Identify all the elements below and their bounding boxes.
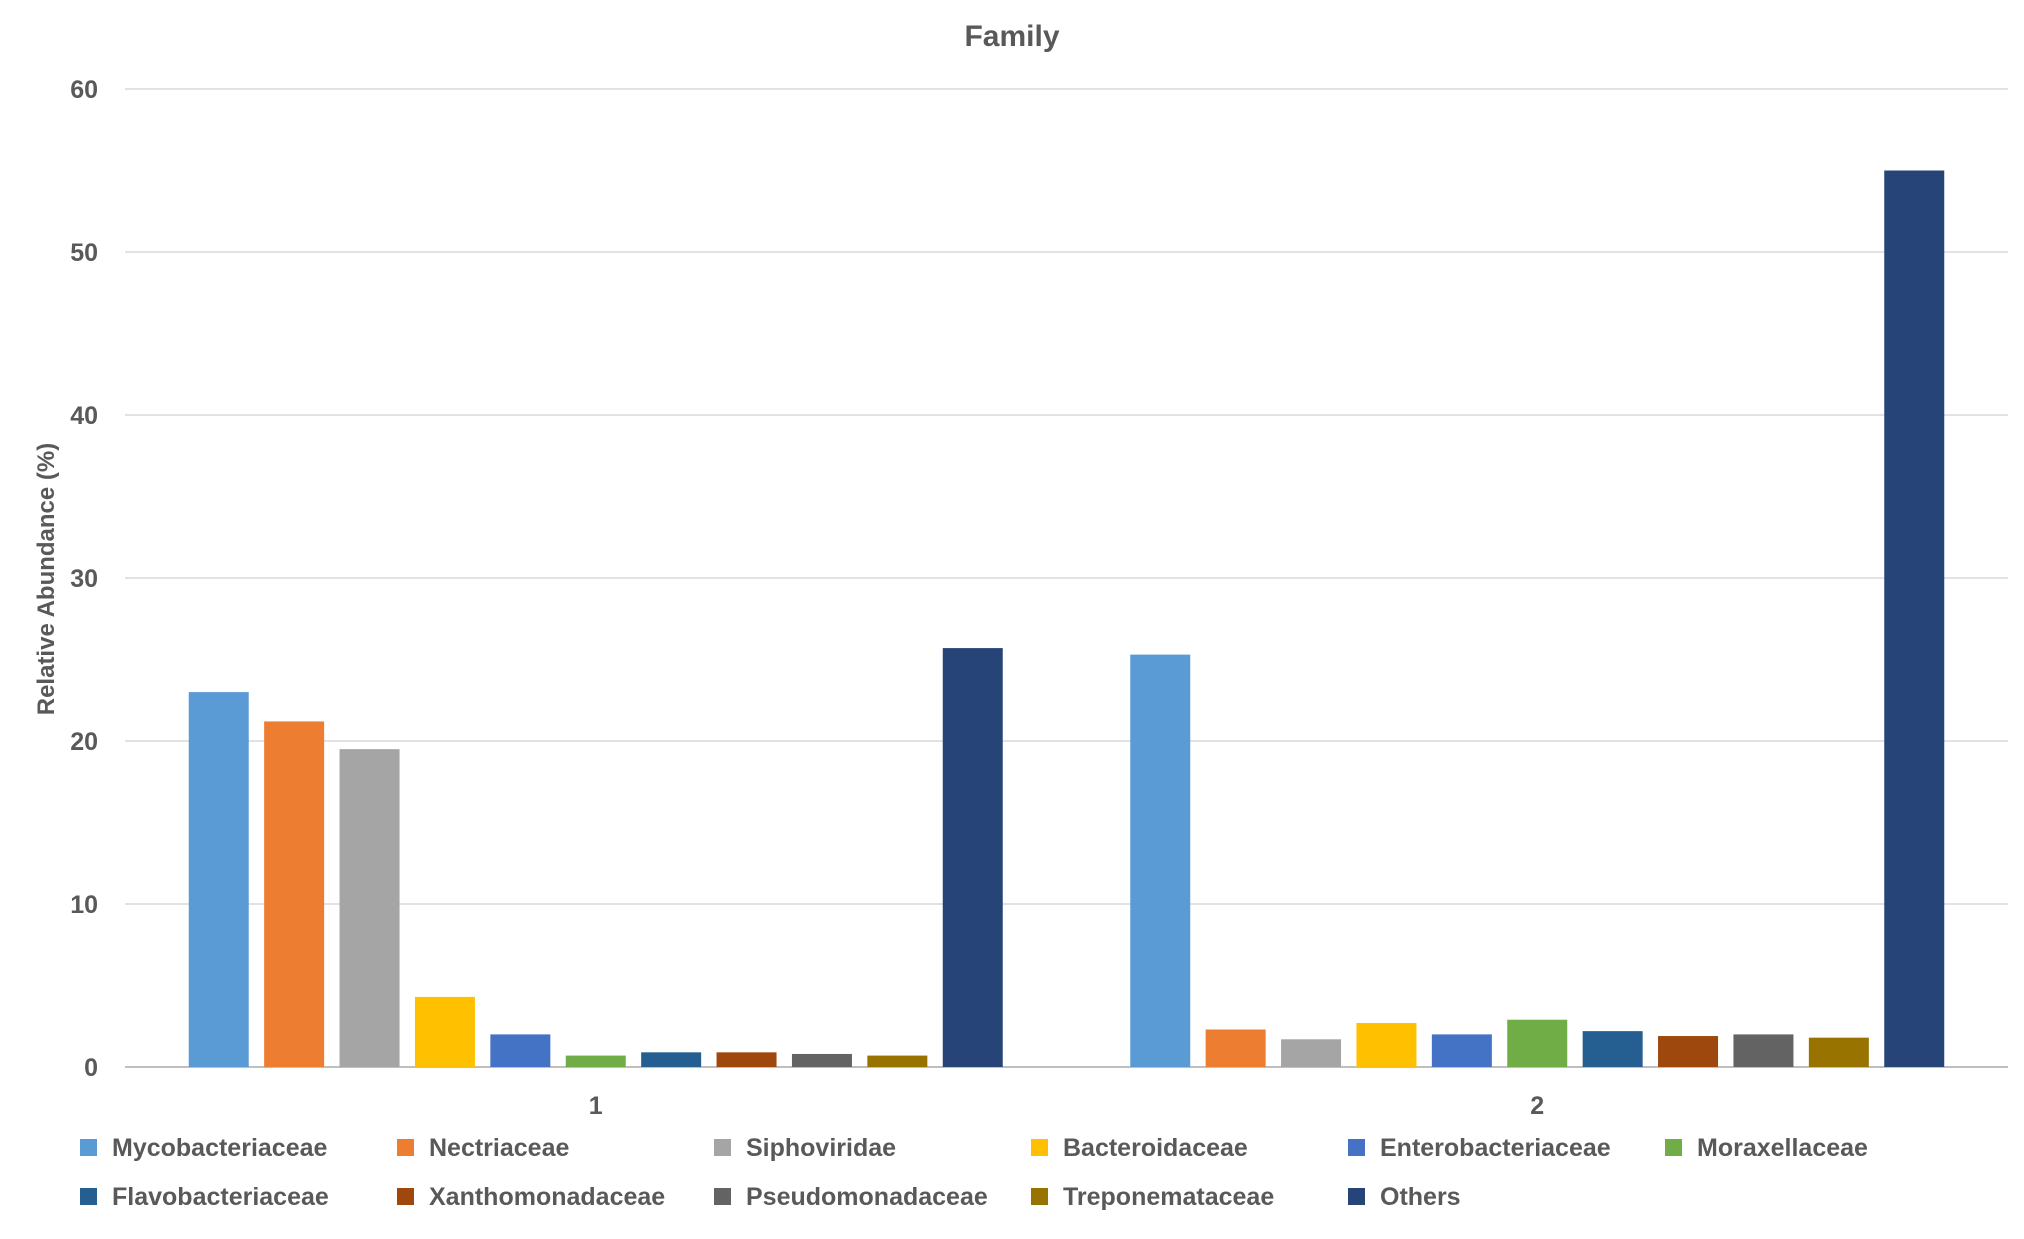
legend-swatch: [714, 1188, 731, 1205]
legend-label: Pseudomonadaceae: [746, 1183, 988, 1211]
y-tick-label: 50: [70, 239, 98, 267]
y-axis-label: Relative Abundance (%): [33, 443, 60, 716]
legend-swatch: [397, 1188, 414, 1205]
bar-nectriaceae-1: [264, 721, 325, 1067]
y-tick-label: 30: [70, 565, 98, 593]
legend-swatch: [714, 1139, 731, 1156]
legend-label: Mycobacteriaceae: [112, 1134, 328, 1162]
legend-item: Others: [1348, 1183, 1461, 1211]
y-axis-ticks: 0 10 20 30 40 50 60: [70, 76, 98, 1082]
legend-item: Pseudomonadaceae: [714, 1183, 988, 1211]
bar-nectriaceae-2: [1205, 1029, 1266, 1067]
bar-siphoviridae-1: [339, 749, 400, 1067]
legend-label: Xanthomonadaceae: [429, 1183, 665, 1211]
y-tick-label: 10: [70, 891, 98, 919]
legend-label: Enterobacteriaceae: [1380, 1134, 1611, 1162]
bar-flavobacteriaceae-2: [1582, 1031, 1643, 1067]
legend-swatch: [1665, 1139, 1682, 1156]
y-tick-label: 40: [70, 402, 98, 430]
bar-bacteroidaceae-1: [414, 996, 475, 1067]
bar-enterobacteriaceae-1: [490, 1034, 551, 1067]
bar-pseudomonadaceae-1: [791, 1053, 852, 1067]
legend-label: Flavobacteriaceae: [112, 1183, 329, 1211]
bar-xanthomonadaceae-1: [716, 1052, 777, 1067]
gridlines: [125, 88, 2008, 1068]
legend-swatch: [1348, 1188, 1365, 1205]
bar-xanthomonadaceae-2: [1658, 1036, 1719, 1067]
bar-pseudomonadaceae-2: [1733, 1034, 1794, 1067]
y-tick-label: 0: [84, 1054, 98, 1082]
legend-item: Moraxellaceae: [1665, 1134, 1868, 1162]
legend-item: Mycobacteriaceae: [80, 1134, 328, 1162]
bar-moraxellaceae-2: [1507, 1019, 1568, 1067]
legend-item: Bacteroidaceae: [1031, 1134, 1248, 1162]
legend-item: Nectriaceae: [397, 1134, 569, 1162]
legend-swatch: [1031, 1139, 1048, 1156]
bar-others-1: [942, 648, 1003, 1067]
legend: Mycobacteriaceae Nectriaceae Siphoviridae B…: [80, 1134, 1868, 1211]
bar-moraxellaceae-1: [565, 1055, 626, 1067]
legend-label: Siphoviridae: [746, 1134, 896, 1162]
legend-swatch: [1348, 1139, 1365, 1156]
bar-siphoviridae-2: [1281, 1039, 1342, 1067]
bar-others-2: [1884, 170, 1945, 1067]
bar-mycobacteriaceae-1: [188, 692, 249, 1067]
legend-item: Enterobacteriaceae: [1348, 1134, 1611, 1162]
y-tick-label: 60: [70, 76, 98, 104]
bar-mycobacteriaceae-2: [1130, 654, 1191, 1067]
legend-label: Moraxellaceae: [1697, 1134, 1868, 1162]
x-tick-label: 1: [589, 1092, 603, 1120]
legend-swatch: [1031, 1188, 1048, 1205]
legend-item: Xanthomonadaceae: [397, 1183, 665, 1211]
legend-item: Treponemataceae: [1031, 1183, 1274, 1211]
bar-bacteroidaceae-2: [1356, 1022, 1417, 1067]
legend-swatch: [80, 1188, 97, 1205]
y-tick-label: 20: [70, 728, 98, 756]
chart-title: Family: [964, 20, 1059, 53]
bar-flavobacteriaceae-1: [641, 1052, 702, 1067]
bar-treponemataceae-1: [867, 1055, 928, 1067]
legend-label: Bacteroidaceae: [1063, 1134, 1248, 1162]
bars: [188, 170, 1945, 1067]
bar-enterobacteriaceae-2: [1431, 1034, 1492, 1067]
x-tick-label: 2: [1530, 1092, 1544, 1120]
legend-swatch: [397, 1139, 414, 1156]
bar-treponemataceae-2: [1808, 1037, 1869, 1067]
legend-item: Flavobacteriaceae: [80, 1183, 329, 1211]
legend-label: Nectriaceae: [429, 1134, 569, 1162]
legend-item: Siphoviridae: [714, 1134, 896, 1162]
legend-label: Others: [1380, 1183, 1461, 1211]
legend-swatch: [80, 1139, 97, 1156]
legend-label: Treponemataceae: [1063, 1183, 1274, 1211]
